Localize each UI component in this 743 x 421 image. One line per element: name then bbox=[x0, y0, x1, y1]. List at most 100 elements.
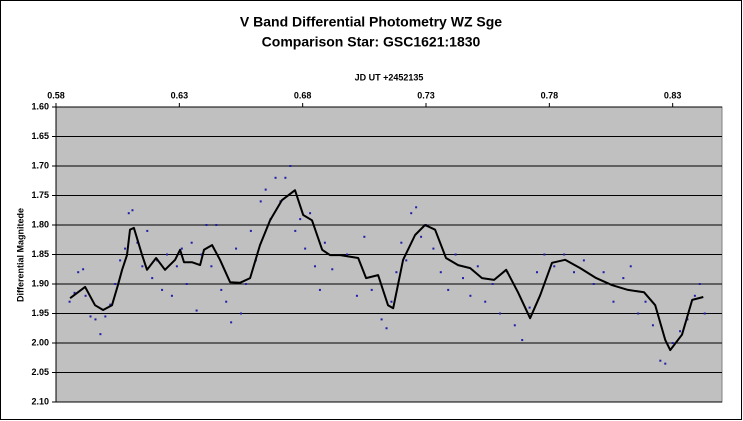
data-point bbox=[390, 300, 393, 303]
data-point bbox=[259, 200, 262, 203]
data-point bbox=[99, 333, 102, 336]
y-tick-label: 1.90 bbox=[31, 278, 49, 288]
x-tick-label: 0.83 bbox=[664, 90, 682, 100]
data-point bbox=[447, 288, 450, 291]
data-point bbox=[151, 277, 154, 280]
data-point bbox=[582, 259, 585, 262]
x-tick-label: 0.78 bbox=[541, 90, 559, 100]
data-point bbox=[410, 212, 413, 215]
data-point bbox=[274, 176, 277, 179]
y-tick-label: 1.60 bbox=[31, 101, 49, 111]
data-point bbox=[225, 300, 228, 303]
data-point bbox=[318, 288, 321, 291]
data-point bbox=[651, 324, 654, 327]
data-point bbox=[84, 294, 87, 297]
data-point bbox=[205, 224, 208, 226]
data-point bbox=[664, 362, 667, 365]
data-point bbox=[380, 318, 383, 321]
data-point bbox=[469, 294, 472, 297]
data-point bbox=[629, 265, 632, 268]
data-point bbox=[346, 253, 349, 256]
data-point bbox=[289, 165, 292, 167]
data-point bbox=[400, 241, 403, 244]
y-tick-label: 2.00 bbox=[31, 337, 49, 347]
data-point bbox=[563, 253, 566, 256]
data-point bbox=[484, 300, 487, 303]
data-point bbox=[235, 247, 238, 250]
x-axis-label: JD UT +2452135 bbox=[355, 72, 424, 82]
data-point bbox=[119, 259, 122, 262]
data-point bbox=[73, 291, 76, 294]
data-point bbox=[592, 283, 595, 285]
data-point bbox=[244, 283, 247, 285]
data-point bbox=[284, 176, 287, 179]
data-point bbox=[420, 235, 423, 238]
data-point bbox=[230, 321, 233, 324]
data-point bbox=[622, 277, 625, 280]
data-point bbox=[314, 265, 316, 268]
data-point bbox=[612, 300, 615, 303]
data-point bbox=[304, 247, 307, 250]
data-point bbox=[127, 212, 130, 215]
data-point bbox=[109, 303, 112, 306]
data-point bbox=[215, 224, 218, 226]
data-point bbox=[210, 265, 213, 268]
data-point bbox=[240, 312, 242, 315]
y-tick-label: 1.70 bbox=[31, 160, 49, 170]
data-point bbox=[528, 306, 531, 309]
chart-subtitle: Comparison Star: GSC1621:1830 bbox=[262, 34, 481, 50]
data-point bbox=[454, 253, 457, 256]
x-tick-label: 0.73 bbox=[417, 90, 435, 100]
data-point bbox=[573, 271, 575, 274]
data-point bbox=[309, 212, 312, 215]
data-point bbox=[462, 277, 464, 280]
data-point bbox=[190, 241, 193, 244]
data-point bbox=[104, 315, 107, 318]
y-tick-label: 1.65 bbox=[31, 131, 49, 141]
data-point bbox=[693, 294, 696, 297]
data-point bbox=[82, 268, 85, 271]
y-tick-label: 1.95 bbox=[31, 308, 49, 318]
x-tick-label: 0.58 bbox=[47, 90, 65, 100]
data-point bbox=[114, 283, 117, 285]
data-point bbox=[141, 265, 144, 268]
data-point bbox=[146, 229, 149, 232]
data-point bbox=[432, 247, 435, 250]
data-point bbox=[385, 327, 388, 330]
data-point bbox=[395, 271, 398, 274]
data-point bbox=[476, 265, 479, 268]
data-point bbox=[637, 312, 640, 315]
data-point bbox=[331, 268, 334, 271]
y-tick-label: 2.10 bbox=[31, 396, 49, 406]
data-point bbox=[166, 253, 168, 256]
data-point bbox=[249, 229, 252, 232]
data-point bbox=[77, 271, 80, 274]
data-point bbox=[220, 288, 223, 291]
data-point bbox=[355, 294, 358, 297]
data-point bbox=[89, 315, 92, 318]
data-point bbox=[94, 318, 97, 321]
data-point bbox=[439, 271, 442, 274]
data-point bbox=[659, 359, 662, 362]
data-point bbox=[543, 253, 546, 256]
y-tick-label: 1.85 bbox=[31, 249, 49, 259]
data-line bbox=[69, 189, 704, 352]
y-tick-label: 2.05 bbox=[31, 367, 49, 377]
data-point bbox=[491, 283, 494, 285]
data-point bbox=[124, 247, 127, 250]
data-point bbox=[415, 206, 418, 209]
data-point bbox=[703, 312, 706, 315]
data-point bbox=[68, 300, 71, 303]
y-tick-label: 1.80 bbox=[31, 219, 49, 229]
data-point bbox=[195, 309, 198, 312]
x-tick-label: 0.68 bbox=[294, 90, 312, 100]
data-point bbox=[299, 218, 302, 221]
data-point bbox=[180, 247, 183, 250]
data-point bbox=[323, 241, 326, 244]
data-point bbox=[131, 209, 134, 212]
x-tick-label: 0.63 bbox=[171, 90, 189, 100]
data-point bbox=[264, 188, 267, 191]
data-point bbox=[644, 300, 647, 303]
data-point bbox=[294, 229, 297, 232]
data-point bbox=[363, 235, 366, 238]
